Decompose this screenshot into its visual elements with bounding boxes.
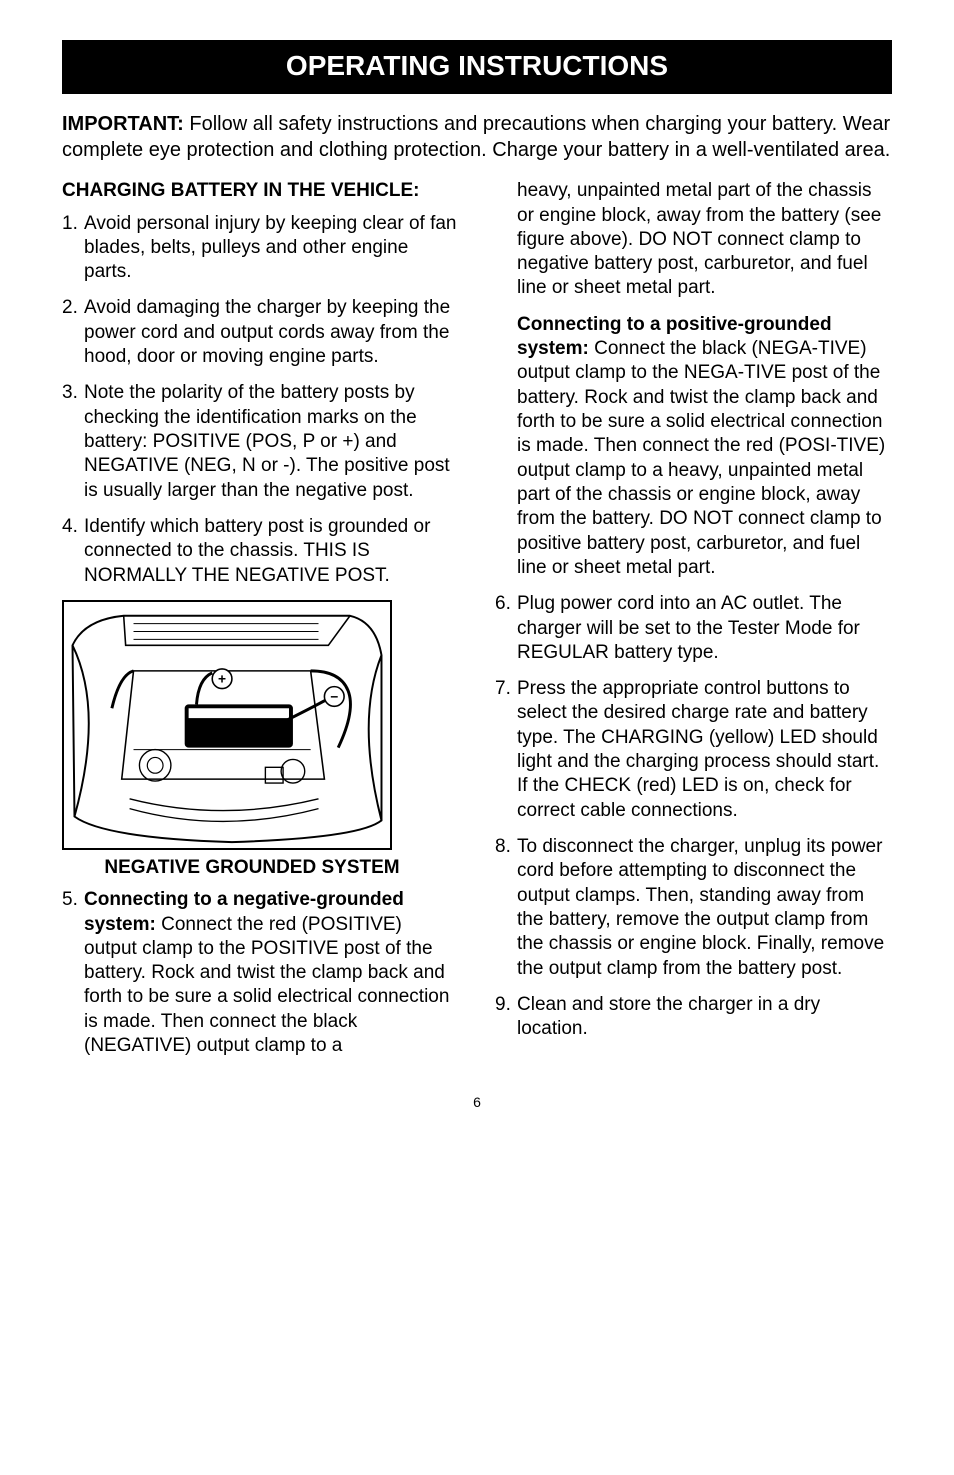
item-number: 6. — [495, 592, 517, 665]
left-list: 1. Avoid personal injury by keeping clea… — [62, 212, 459, 588]
item-number: 2. — [62, 296, 84, 369]
list-item: 9. Clean and store the charger in a dry … — [495, 993, 892, 1042]
list-item: 1. Avoid personal injury by keeping clea… — [62, 212, 459, 285]
figure-caption: NEGATIVE GROUNDED SYSTEM — [62, 856, 442, 880]
list-item: 2. Avoid damaging the charger by keeping… — [62, 296, 459, 369]
right-list: 6. Plug power cord into an AC outlet. Th… — [495, 592, 892, 1041]
section-title: OPERATING INSTRUCTIONS — [62, 40, 892, 94]
item-text: Plug power cord into an AC outlet. The c… — [517, 592, 892, 665]
item-text: Press the appropriate control buttons to… — [517, 677, 892, 823]
item-number: 1. — [62, 212, 84, 285]
item-text: Avoid personal injury by keeping clear o… — [84, 212, 459, 285]
item-number: 8. — [495, 835, 517, 981]
left-column: CHARGING BATTERY IN THE VEHICLE: 1. Avoi… — [62, 179, 459, 1070]
engine-diagram: + − — [62, 600, 392, 850]
page-number: 6 — [62, 1094, 892, 1110]
plus-icon: + — [218, 672, 226, 687]
item-text: Note the polarity of the battery posts b… — [84, 381, 459, 503]
item-number: 4. — [62, 515, 84, 588]
item-text: Connecting to a negative-grounded system… — [84, 888, 459, 1058]
item-text: Identify which battery post is grounded … — [84, 515, 459, 588]
list-item: 6. Plug power cord into an AC outlet. Th… — [495, 592, 892, 665]
list-item: 5. Connecting to a negative-grounded sys… — [62, 888, 459, 1058]
right-column: heavy, unpainted metal part of the chass… — [495, 179, 892, 1070]
list-item: 8. To disconnect the charger, unplug its… — [495, 835, 892, 981]
pos-body: Connect the black (NEGA-TIVE) output cla… — [517, 338, 885, 578]
page: OPERATING INSTRUCTIONS IMPORTANT: Follow… — [0, 0, 954, 1150]
figure-container: + − — [62, 600, 459, 880]
item-text: Clean and store the charger in a dry loc… — [517, 993, 892, 1042]
list-item: 4. Identify which battery post is ground… — [62, 515, 459, 588]
intro-body: Follow all safety instructions and preca… — [62, 113, 890, 161]
item-number: 9. — [495, 993, 517, 1042]
item-number: 3. — [62, 381, 84, 503]
engine-diagram-svg: + − — [64, 602, 390, 848]
item-text: To disconnect the charger, unplug its po… — [517, 835, 892, 981]
intro-bold: IMPORTANT: — [62, 113, 184, 135]
minus-icon: − — [330, 689, 338, 704]
item5-continued: heavy, unpainted metal part of the chass… — [495, 179, 892, 301]
two-column-layout: CHARGING BATTERY IN THE VEHICLE: 1. Avoi… — [62, 179, 892, 1070]
item-number: 5. — [62, 888, 84, 1058]
item-text: Avoid damaging the charger by keeping th… — [84, 296, 459, 369]
left-list-5: 5. Connecting to a negative-grounded sys… — [62, 888, 459, 1058]
charging-subhead: CHARGING BATTERY IN THE VEHICLE: — [62, 179, 459, 203]
intro-paragraph: IMPORTANT: Follow all safety instruction… — [62, 112, 892, 163]
item-number: 7. — [495, 677, 517, 823]
positive-grounded-para: Connecting to a positive-grounded system… — [495, 313, 892, 580]
list-item: 7. Press the appropriate control buttons… — [495, 677, 892, 823]
list-item: 3. Note the polarity of the battery post… — [62, 381, 459, 503]
